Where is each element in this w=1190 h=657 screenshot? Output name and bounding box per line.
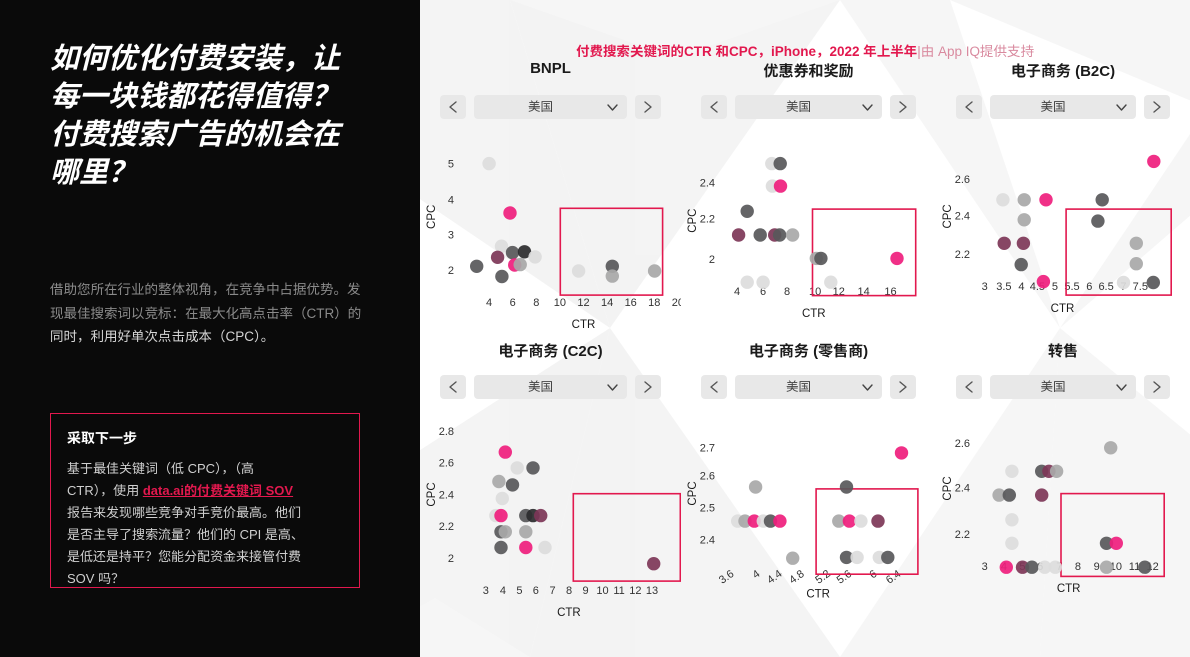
svg-text:4: 4 <box>500 585 506 597</box>
svg-text:4: 4 <box>751 568 763 581</box>
svg-text:2.4: 2.4 <box>700 177 715 189</box>
svg-text:CPC: CPC <box>687 209 699 233</box>
svg-text:4.4: 4.4 <box>765 568 784 587</box>
svg-text:16: 16 <box>625 297 637 309</box>
svg-text:4: 4 <box>1018 281 1024 293</box>
svg-text:8: 8 <box>566 585 572 597</box>
svg-text:2: 2 <box>448 553 454 565</box>
svg-text:2.5: 2.5 <box>700 502 715 514</box>
svg-text:4: 4 <box>734 286 740 298</box>
svg-text:CTR: CTR <box>806 588 830 600</box>
svg-text:CTR: CTR <box>1057 583 1081 595</box>
svg-text:2.6: 2.6 <box>955 174 970 186</box>
svg-text:5: 5 <box>516 585 522 597</box>
svg-text:7: 7 <box>549 585 555 597</box>
svg-text:CPC: CPC <box>942 476 954 500</box>
svg-text:6: 6 <box>510 297 516 309</box>
svg-text:5.6: 5.6 <box>835 568 854 587</box>
svg-text:12: 12 <box>629 585 641 597</box>
svg-text:8: 8 <box>1075 561 1081 573</box>
svg-text:5: 5 <box>448 159 454 171</box>
svg-text:2.4: 2.4 <box>439 489 454 501</box>
svg-text:CTR: CTR <box>802 308 826 320</box>
svg-text:8: 8 <box>784 286 790 298</box>
svg-text:2: 2 <box>448 265 454 277</box>
svg-text:9: 9 <box>583 585 589 597</box>
svg-text:CTR: CTR <box>557 607 581 619</box>
svg-text:3: 3 <box>483 585 489 597</box>
svg-text:CPC: CPC <box>426 482 438 506</box>
svg-text:2.2: 2.2 <box>700 214 715 226</box>
svg-text:10: 10 <box>596 585 608 597</box>
svg-text:13: 13 <box>646 585 658 597</box>
svg-text:7.5: 7.5 <box>1133 281 1148 293</box>
svg-text:5: 5 <box>1052 281 1058 293</box>
svg-text:12: 12 <box>577 297 589 309</box>
svg-text:2.8: 2.8 <box>439 426 454 438</box>
svg-text:20: 20 <box>672 297 681 309</box>
svg-text:14: 14 <box>601 297 613 309</box>
svg-text:18: 18 <box>648 297 660 309</box>
svg-text:11: 11 <box>613 585 624 597</box>
svg-text:2.2: 2.2 <box>955 249 970 261</box>
svg-text:6: 6 <box>1086 281 1092 293</box>
svg-text:2.2: 2.2 <box>439 521 454 533</box>
svg-text:2.6: 2.6 <box>700 470 715 482</box>
svg-text:CTR: CTR <box>572 319 596 331</box>
svg-text:6.4: 6.4 <box>884 568 903 587</box>
svg-text:2.2: 2.2 <box>955 529 970 541</box>
svg-text:4.8: 4.8 <box>787 568 806 587</box>
svg-text:6: 6 <box>533 585 539 597</box>
svg-text:4: 4 <box>448 194 454 206</box>
svg-text:CPC: CPC <box>426 205 438 229</box>
svg-text:2.4: 2.4 <box>955 483 970 495</box>
svg-text:4: 4 <box>486 297 492 309</box>
svg-text:2: 2 <box>709 254 715 266</box>
svg-text:2.4: 2.4 <box>955 211 970 223</box>
svg-text:2.7: 2.7 <box>700 443 715 455</box>
svg-text:3: 3 <box>448 230 454 242</box>
svg-text:CTR: CTR <box>1051 303 1075 315</box>
svg-text:CPC: CPC <box>942 204 954 228</box>
svg-text:3: 3 <box>982 561 988 573</box>
svg-text:CPC: CPC <box>687 481 699 505</box>
svg-text:8: 8 <box>533 297 539 309</box>
svg-text:10: 10 <box>554 297 566 309</box>
svg-text:3: 3 <box>982 281 988 293</box>
svg-text:3.5: 3.5 <box>996 281 1011 293</box>
svg-text:3.6: 3.6 <box>717 568 736 587</box>
svg-text:2.6: 2.6 <box>955 438 970 450</box>
svg-text:6.5: 6.5 <box>1098 281 1113 293</box>
svg-text:9: 9 <box>1094 561 1100 573</box>
svg-text:2.6: 2.6 <box>439 457 454 469</box>
svg-text:2.4: 2.4 <box>700 534 715 546</box>
